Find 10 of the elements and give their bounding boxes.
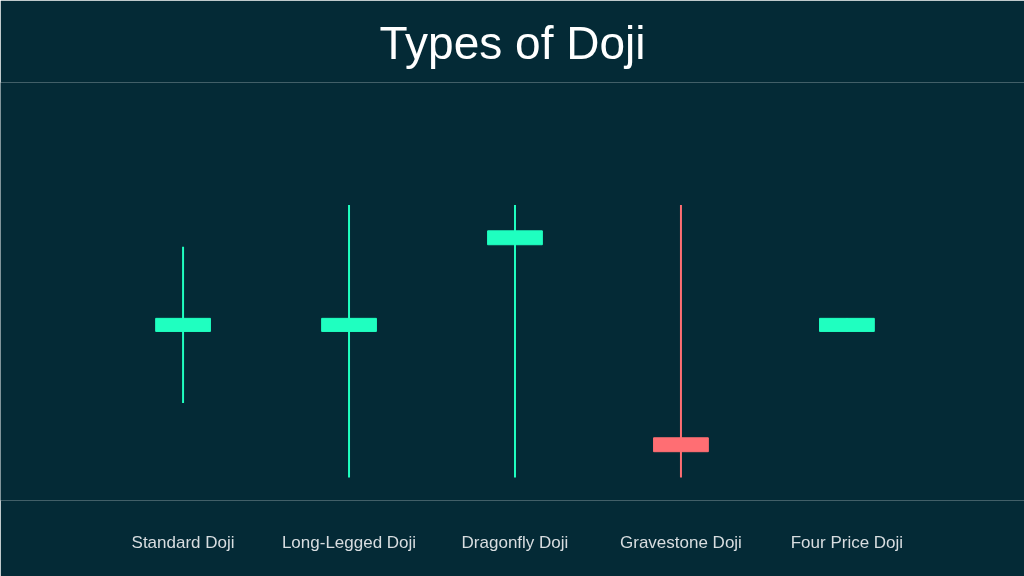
candlestick — [487, 204, 543, 478]
chart-title: Types of Doji — [379, 16, 646, 69]
x-tick-label: Dragonfly Doji — [461, 532, 569, 552]
candlestick — [321, 204, 377, 478]
candlestick — [653, 204, 709, 478]
x-tick-label: Standard Doji — [131, 532, 235, 552]
x-tick-label: Four Price Doji — [790, 532, 904, 552]
x-tick-label: Gravestone Doji — [620, 532, 742, 552]
x-tick-label: Long-Legged Doji — [281, 532, 417, 552]
candlestick — [155, 246, 211, 403]
